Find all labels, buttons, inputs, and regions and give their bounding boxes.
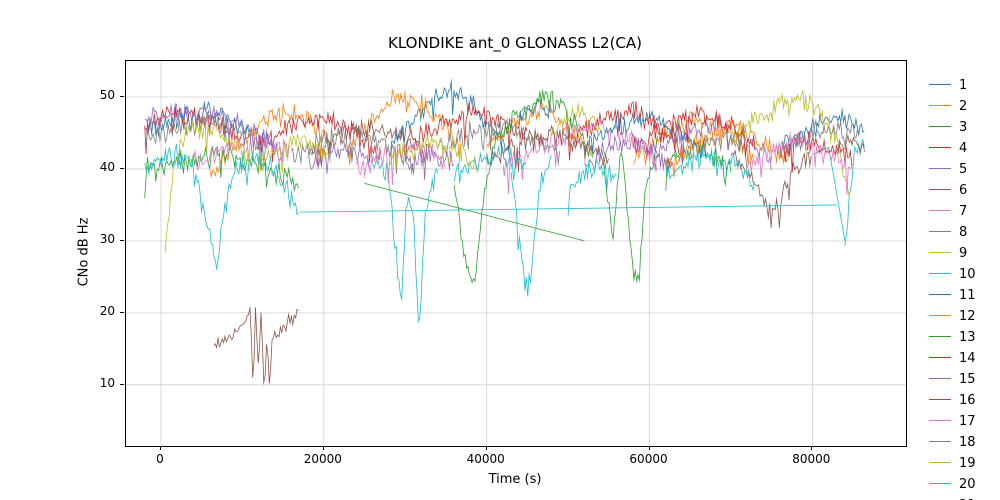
legend-line-swatch bbox=[929, 168, 951, 169]
legend-line-swatch bbox=[929, 462, 951, 463]
legend-item-label: 19 bbox=[959, 456, 976, 471]
plot-area bbox=[125, 60, 907, 447]
legend-item-label: 1 bbox=[959, 78, 968, 93]
x-tick-mark bbox=[322, 446, 324, 450]
chart-title: KLONDIKE ant_0 GLONASS L2(CA) bbox=[387, 34, 643, 52]
legend-item-label: 7 bbox=[959, 204, 968, 219]
chart-canvas bbox=[126, 61, 906, 446]
y-tick-mark bbox=[120, 311, 124, 313]
x-tick-mark bbox=[648, 446, 650, 450]
legend-line-swatch bbox=[929, 357, 951, 358]
legend-item-label: 3 bbox=[959, 120, 968, 135]
legend-item-label: 16 bbox=[959, 393, 976, 408]
x-axis-label: Time (s) bbox=[488, 472, 542, 487]
legend-line-swatch bbox=[929, 105, 951, 106]
y-tick-label: 50 bbox=[99, 87, 115, 102]
legend-item-label: 10 bbox=[959, 267, 976, 282]
legend-line-swatch bbox=[929, 441, 951, 442]
legend-line-swatch bbox=[929, 420, 951, 421]
legend-line-swatch bbox=[929, 252, 951, 253]
legend-item-label: 18 bbox=[959, 435, 976, 450]
x-tick-label: 80000 bbox=[792, 452, 831, 466]
legend-line-swatch bbox=[929, 147, 951, 148]
legend-item-label: 13 bbox=[959, 330, 976, 345]
legend-item-label: 9 bbox=[959, 246, 968, 261]
legend-item-label: 21 bbox=[959, 498, 976, 500]
legend-item-label: 20 bbox=[959, 477, 976, 492]
y-tick-mark bbox=[120, 95, 124, 97]
y-tick-mark bbox=[120, 239, 124, 241]
y-tick-label: 10 bbox=[99, 375, 115, 390]
y-tick-mark bbox=[120, 383, 124, 385]
legend-item-label: 4 bbox=[959, 141, 968, 156]
legend-line-swatch bbox=[929, 336, 951, 337]
x-tick-label: 40000 bbox=[466, 452, 505, 466]
legend-line-swatch bbox=[929, 84, 951, 85]
x-tick-mark bbox=[160, 446, 161, 450]
x-tick-mark bbox=[811, 446, 813, 450]
y-tick-label: 30 bbox=[99, 231, 115, 246]
y-tick-label: 40 bbox=[99, 159, 115, 174]
x-tick-label: 60000 bbox=[629, 452, 668, 466]
y-axis-label: CNo dB Hz bbox=[76, 217, 92, 287]
legend-item-label: 2 bbox=[959, 99, 968, 114]
x-tick-mark bbox=[485, 446, 487, 450]
legend-line-swatch bbox=[929, 378, 951, 379]
legend-item-label: 15 bbox=[959, 372, 976, 387]
legend-item-label: 12 bbox=[959, 309, 976, 324]
legend-item-label: 17 bbox=[959, 414, 976, 429]
legend-item-label: 5 bbox=[959, 162, 968, 177]
y-tick-mark bbox=[120, 167, 124, 169]
legend-line-swatch bbox=[929, 189, 951, 190]
legend-line-swatch bbox=[929, 399, 951, 400]
legend-line-swatch bbox=[929, 273, 951, 274]
y-tick-label: 20 bbox=[99, 303, 115, 318]
legend-line-swatch bbox=[929, 126, 951, 127]
legend-line-swatch bbox=[929, 210, 951, 211]
legend-line-swatch bbox=[929, 315, 951, 316]
x-tick-label: 20000 bbox=[303, 452, 342, 466]
legend-line-swatch bbox=[929, 483, 951, 484]
legend-item-label: 14 bbox=[959, 351, 976, 366]
legend-line-swatch bbox=[929, 231, 951, 232]
legend-line-swatch bbox=[929, 294, 951, 295]
legend-item-label: 6 bbox=[959, 183, 968, 198]
legend-item-label: 11 bbox=[959, 288, 976, 303]
legend-item-label: 8 bbox=[959, 225, 968, 240]
x-tick-label: 0 bbox=[156, 452, 164, 466]
